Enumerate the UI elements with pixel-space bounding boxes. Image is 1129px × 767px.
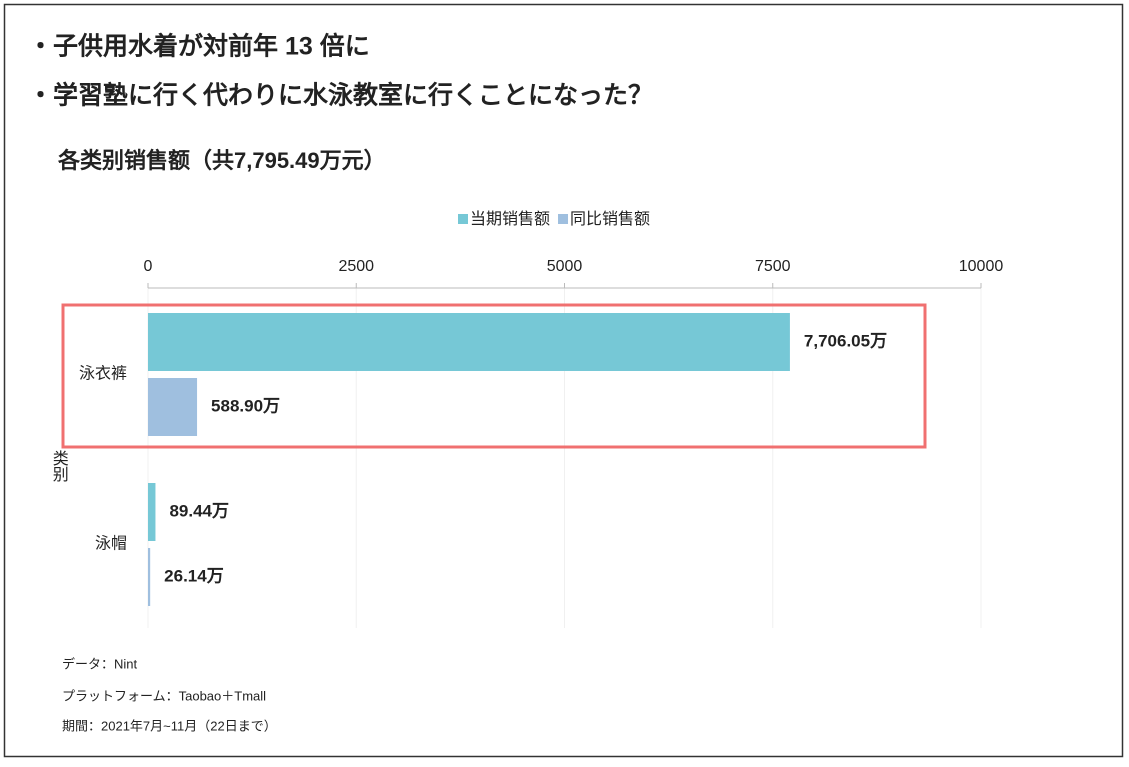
bullet: ・学習塾に行く代わりに水泳教室に行くことになった？: [28, 81, 653, 110]
bullet: ・子供用水着が対前年 13 倍に: [28, 32, 370, 61]
bar: [148, 483, 156, 541]
bar: [148, 378, 198, 436]
y-tick-label: 泳帽: [95, 535, 127, 553]
data-label: 588.90万: [211, 396, 280, 415]
note: データ：Nint: [62, 656, 138, 671]
chart-title: 各类别销售额（共7,795.49万元）: [57, 148, 386, 173]
data-label: 7,706.05万: [804, 331, 887, 350]
y-axis-label: 类别: [50, 450, 69, 483]
data-label: 26.14万: [164, 566, 224, 585]
x-tick-label: 0: [144, 258, 153, 275]
x-tick-label: 5000: [547, 258, 583, 275]
legend-label: 同比销售额: [570, 210, 650, 228]
y-tick-label: 泳衣裤: [79, 365, 127, 383]
x-tick-label: 2500: [338, 258, 374, 275]
note: 期間：2021年7月~11月（22日まで）: [62, 718, 277, 733]
x-tick-label: 10000: [959, 258, 1004, 275]
note: プラットフォーム：Taobao＋Tmall: [62, 688, 266, 703]
legend-swatch: [458, 214, 468, 224]
legend-label: 当期销售额: [470, 210, 550, 228]
bar: [148, 548, 151, 606]
data-label: 89.44万: [169, 501, 229, 520]
bar: [148, 313, 790, 371]
x-tick-label: 7500: [755, 258, 791, 275]
highlight-box: [61, 303, 927, 449]
legend-swatch: [558, 214, 569, 224]
